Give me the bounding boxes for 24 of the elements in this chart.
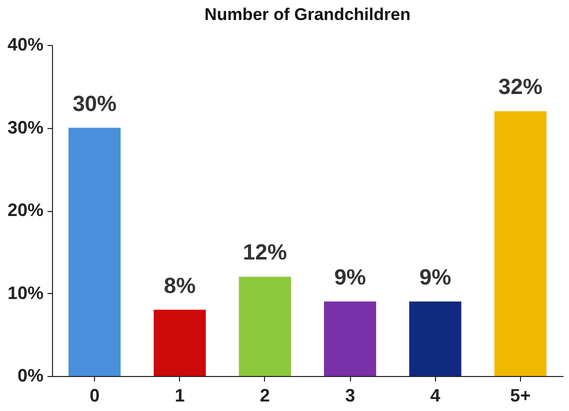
x-tick-label: 2 [260,386,270,406]
x-tick-label: 4 [430,386,440,406]
y-tick-label: 0% [17,366,44,386]
y-tick-label: 30% [7,117,44,138]
chart-title: Number of Grandchildren [204,5,410,24]
bar [154,310,206,376]
x-tick-label: 0 [90,386,100,406]
bar [409,302,462,376]
y-tick-label: 20% [7,200,44,220]
data-label: 8% [164,272,196,298]
data-label: 9% [334,264,366,290]
y-tick-label: 10% [7,282,44,303]
data-label: 32% [498,74,542,100]
x-tick-label: 5+ [510,386,531,406]
data-label: 12% [242,240,287,265]
data-label: 30% [72,90,117,116]
bar [68,128,121,376]
bar [238,276,291,376]
data-label: 9% [419,264,452,290]
bar [494,111,546,376]
x-tick-label: 3 [345,386,356,406]
bar [324,302,376,376]
x-tick-label: 1 [174,386,185,406]
y-tick-label: 40% [7,34,44,54]
